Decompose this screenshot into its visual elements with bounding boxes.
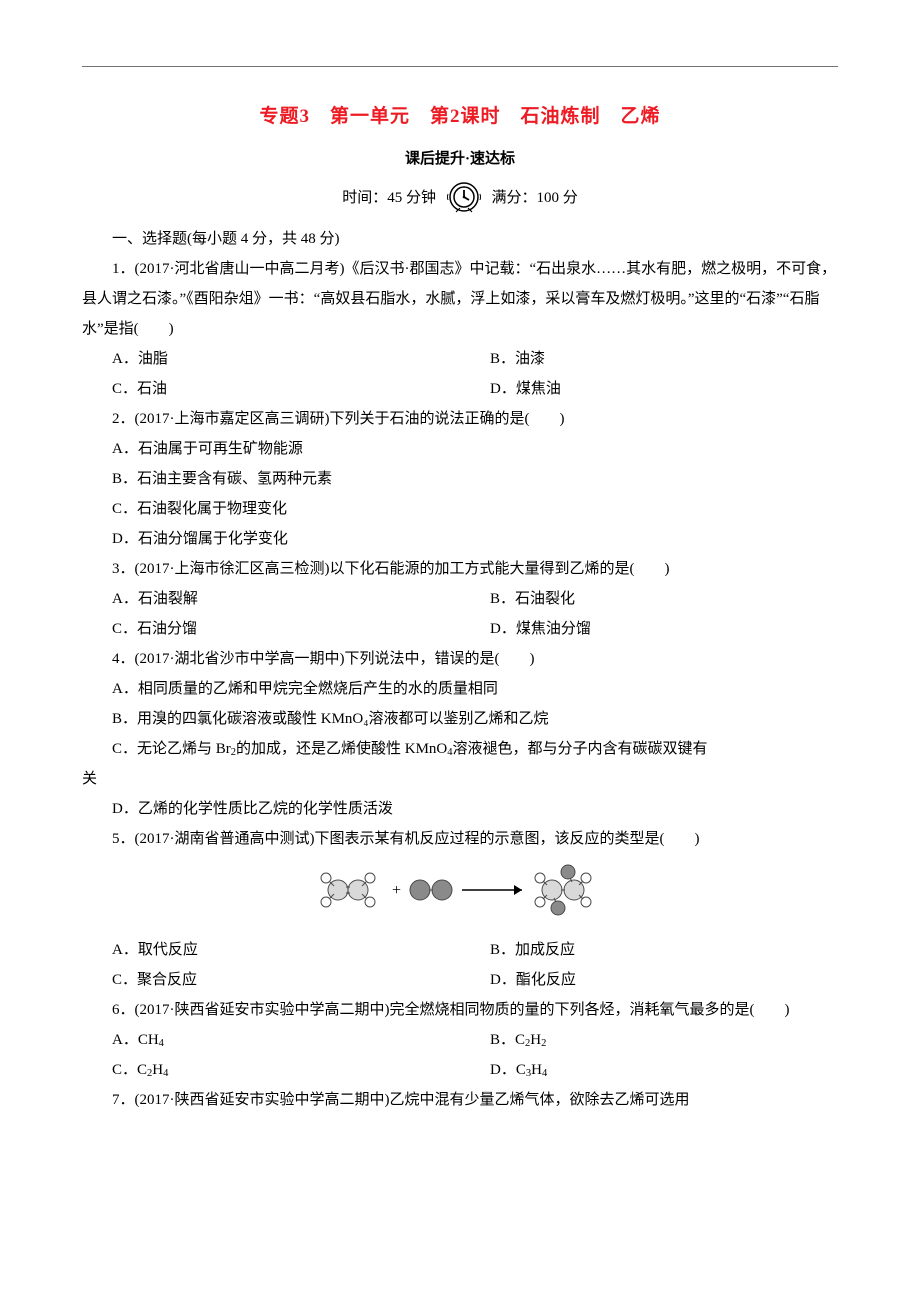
time-limit: 时间：45 分钟 bbox=[342, 190, 436, 206]
q4-opt-c-line2: 关 bbox=[82, 764, 838, 794]
q2-opt-c: C．石油裂化属于物理变化 bbox=[82, 494, 838, 524]
page-title: 专题3 第一单元 第2课时 石油炼制 乙烯 bbox=[82, 98, 838, 136]
q1-opt-c: C．石油 bbox=[82, 374, 460, 404]
q6-opt-d: D．C3H4 bbox=[460, 1055, 838, 1085]
q5-diagram: + bbox=[82, 862, 838, 929]
q6-stem: 6．(2017·陕西省延安市实验中学高二期中)完全燃烧相同物质的量的下列各烃，消… bbox=[82, 995, 838, 1025]
q3-opt-c: C．石油分馏 bbox=[82, 614, 460, 644]
q4-stem: 4．(2017·湖北省沙市中学高一期中)下列说法中，错误的是( ) bbox=[82, 644, 838, 674]
q5-opt-d: D．酯化反应 bbox=[460, 965, 838, 995]
q2-options: A．石油属于可再生矿物能源 B．石油主要含有碳、氢两种元素 C．石油裂化属于物理… bbox=[82, 434, 838, 554]
q4-opt-c-line1: C．无论乙烯与 Br2的加成，还是乙烯使酸性 KMnO4溶液褪色，都与分子内含有… bbox=[82, 734, 838, 764]
q6-options: A．CH4 B．C2H2 C．C2H4 D．C3H4 bbox=[82, 1025, 838, 1085]
q6-opt-b: B．C2H2 bbox=[460, 1025, 838, 1055]
q1-opt-b: B．油漆 bbox=[460, 344, 838, 374]
svg-text:+: + bbox=[392, 882, 401, 899]
q2-opt-b: B．石油主要含有碳、氢两种元素 bbox=[82, 464, 838, 494]
q5-opt-c: C．聚合反应 bbox=[82, 965, 460, 995]
q5-options: A．取代反应 B．加成反应 C．聚合反应 D．酯化反应 bbox=[82, 935, 838, 995]
q7-stem: 7．(2017·陕西省延安市实验中学高二期中)乙烷中混有少量乙烯气体，欲除去乙烯… bbox=[82, 1085, 838, 1115]
q1-opt-d: D．煤焦油 bbox=[460, 374, 838, 404]
q3-opt-d: D．煤焦油分馏 bbox=[460, 614, 838, 644]
q2-opt-a: A．石油属于可再生矿物能源 bbox=[82, 434, 838, 464]
q3-opt-a: A．石油裂解 bbox=[82, 584, 460, 614]
timer-row: 时间：45 分钟 满分：100 分 bbox=[82, 180, 838, 214]
q5-opt-a: A．取代反应 bbox=[82, 935, 460, 965]
q1-opt-a: A．油脂 bbox=[82, 344, 460, 374]
section-heading: 一、选择题(每小题 4 分，共 48 分) bbox=[82, 224, 838, 254]
q3-options: A．石油裂解 B．石油裂化 C．石油分馏 D．煤焦油分馏 bbox=[82, 584, 838, 644]
q3-opt-b: B．石油裂化 bbox=[460, 584, 838, 614]
q6-opt-a: A．CH4 bbox=[82, 1025, 460, 1055]
q5-stem: 5．(2017·湖南省普通高中测试)下图表示某有机反应过程的示意图，该反应的类型… bbox=[82, 824, 838, 854]
q3-stem: 3．(2017·上海市徐汇区高三检测)以下化石能源的加工方式能大量得到乙烯的是(… bbox=[82, 554, 838, 584]
clock-icon bbox=[446, 180, 482, 214]
top-rule bbox=[82, 66, 838, 67]
q5-opt-b: B．加成反应 bbox=[460, 935, 838, 965]
page-subtitle: 课后提升·速达标 bbox=[82, 144, 838, 174]
q2-opt-d: D．石油分馏属于化学变化 bbox=[82, 524, 838, 554]
q4-opt-a: A．相同质量的乙烯和甲烷完全燃烧后产生的水的质量相同 bbox=[82, 674, 838, 704]
q1-stem: 1．(2017·河北省唐山一中高二月考)《后汉书·郡国志》中记载：“石出泉水……… bbox=[82, 254, 838, 344]
q4-opt-d: D．乙烯的化学性质比乙烷的化学性质活泼 bbox=[82, 794, 838, 824]
q4-opt-b: B．用溴的四氯化碳溶液或酸性 KMnO₄溶液都可以鉴别乙烯和乙烷 bbox=[82, 704, 838, 734]
q1-options: A．油脂 B．油漆 C．石油 D．煤焦油 bbox=[82, 344, 838, 404]
q6-opt-c: C．C2H4 bbox=[82, 1055, 460, 1085]
full-score: 满分：100 分 bbox=[492, 190, 578, 206]
q2-stem: 2．(2017·上海市嘉定区高三调研)下列关于石油的说法正确的是( ) bbox=[82, 404, 838, 434]
